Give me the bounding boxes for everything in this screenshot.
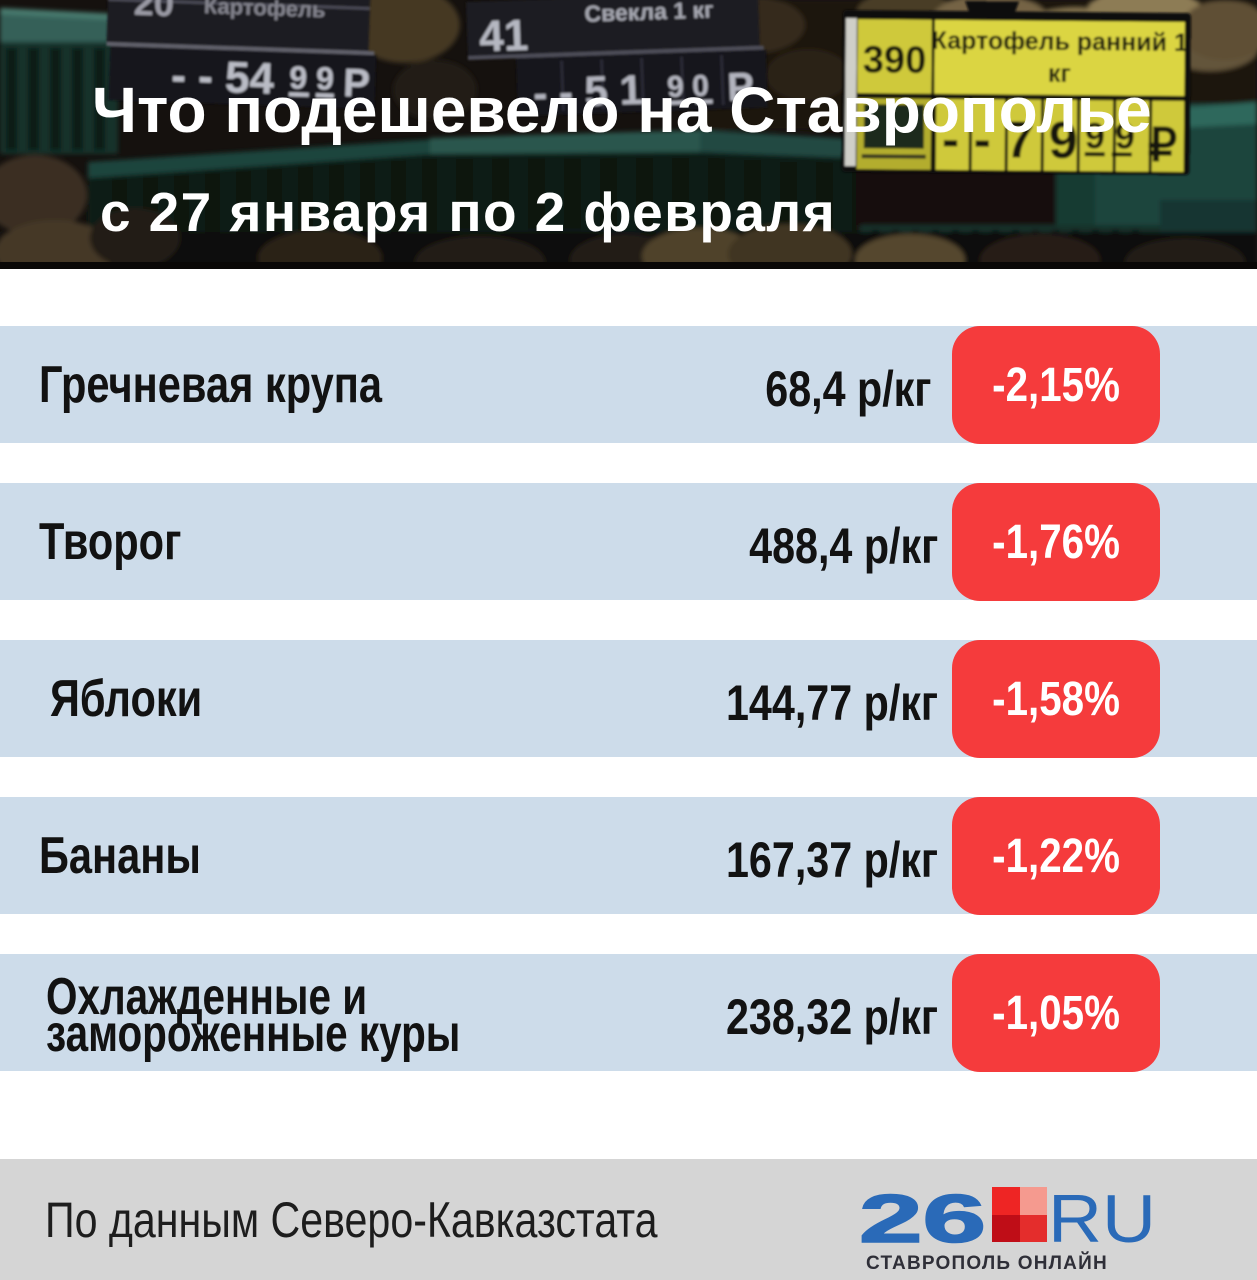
svg-text:- - 5 1: - - 5 1 [532,66,643,117]
svg-text:Р: Р [342,61,370,106]
svg-text:Р: Р [726,65,754,110]
svg-text:9 0: 9 0 [667,70,710,104]
svg-text:20: 20 [133,0,174,24]
svg-text:кг: кг [1048,60,1071,88]
svg-text:Картофель: Картофель [203,0,326,22]
svg-text:RU: RU [1048,1181,1156,1257]
svg-text:9 9: 9 9 [1085,115,1135,156]
svg-text:26: 26 [859,1181,986,1257]
svg-text:СТАВРОПОЛЬ ОНЛАЙН: СТАВРОПОЛЬ ОНЛАЙН [866,1252,1108,1274]
svg-text:9 9: 9 9 [289,59,335,97]
svg-text:390: 390 [863,39,927,82]
svg-text:Картофель ранний 1: Картофель ранний 1 [932,27,1189,57]
svg-text:- - 54: - - 54 [171,51,276,104]
svg-text:41: 41 [478,11,529,62]
svg-text:₽: ₽ [1148,119,1178,171]
svg-text:- - 7 9: - - 7 9 [942,111,1078,170]
svg-text:Свекла 1 кг: Свекла 1 кг [584,0,714,27]
